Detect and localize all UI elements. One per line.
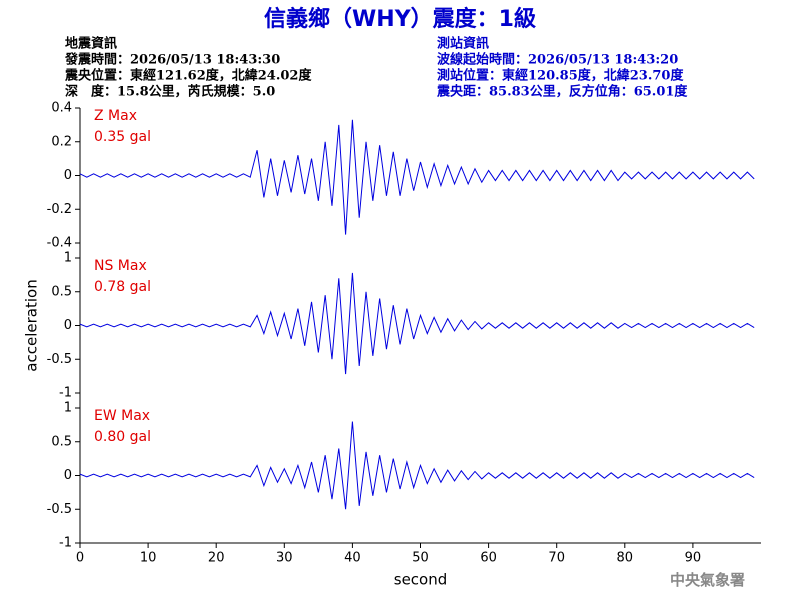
y-tick-label: 0: [64, 168, 72, 183]
info-line: 測站位置：東經120.85度，北緯23.70度: [437, 68, 684, 84]
x-tick-label: 20: [208, 551, 225, 566]
y-tick-label: 0.2: [51, 134, 72, 149]
y-tick-label: -0.5: [47, 502, 72, 517]
y-tick-label: -1: [59, 536, 72, 551]
info-line: 深 度：15.8公里，芮氏規模：5.0: [65, 84, 275, 100]
y-tick-label: 0.5: [51, 284, 72, 299]
info-line: 波線起始時間：2026/05/13 18:43:20: [437, 52, 678, 68]
x-tick-label: 40: [344, 551, 361, 566]
info-line: 震央位置：東經121.62度，北緯24.02度: [64, 68, 312, 84]
info-line: 測站資訊: [437, 36, 489, 52]
x-tick-label: 70: [548, 551, 565, 566]
waveform: [79, 119, 755, 235]
x-tick-label: 30: [276, 551, 293, 566]
x-tick-label: 80: [617, 551, 634, 566]
x-axis-label: second: [394, 571, 448, 589]
info-line: 發震時間：2026/05/13 18:43:30: [64, 52, 280, 68]
y-tick-label: 1: [64, 401, 72, 416]
chart-title: 信義鄉（WHY）震度：1級: [264, 6, 536, 32]
y-tick-label: -0.4: [47, 236, 72, 251]
info-line: 地震資訊: [65, 36, 117, 52]
x-tick-label: 90: [685, 551, 702, 566]
y-tick-label: 0.4: [51, 101, 72, 116]
annotation: NS Max: [94, 258, 147, 274]
waveform: [79, 421, 755, 510]
annotation: 0.35 gal: [94, 129, 151, 145]
annotation: Z Max: [94, 108, 137, 124]
annotation: EW Max: [94, 408, 150, 424]
x-tick-label: 50: [412, 551, 429, 566]
x-tick-label: 60: [480, 551, 497, 566]
y-tick-label: 0: [64, 318, 72, 333]
y-tick-label: 0.5: [51, 434, 72, 449]
annotation: 0.80 gal: [94, 429, 151, 445]
y-tick-label: 1: [64, 251, 72, 266]
y-tick-label: -0.2: [47, 202, 72, 217]
x-tick-label: 10: [140, 551, 157, 566]
x-tick-label: 0: [76, 551, 84, 566]
info-line: 震央距：85.83公里，反方位角：65.01度: [436, 84, 688, 100]
y-tick-label: 0: [64, 468, 72, 483]
watermark: 中央氣象署: [670, 571, 745, 589]
y-tick-label: -1: [59, 386, 72, 401]
y-tick-label: -0.5: [47, 352, 72, 367]
annotation: 0.78 gal: [94, 279, 151, 295]
y-axis-label: acceleration: [23, 279, 41, 371]
waveform: [79, 272, 755, 375]
